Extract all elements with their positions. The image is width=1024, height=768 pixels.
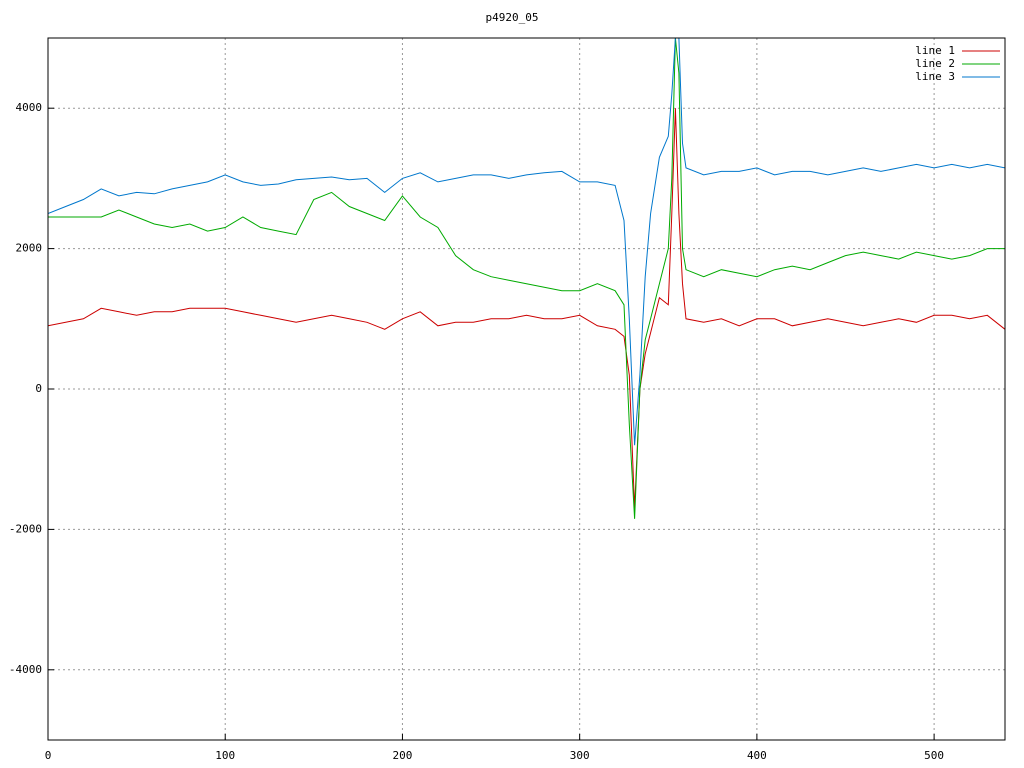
chart-title: p4920_05	[486, 11, 539, 24]
data-line	[48, 38, 1005, 446]
x-tick-label: 400	[747, 749, 767, 762]
x-tick-label: 200	[393, 749, 413, 762]
x-tick-label: 500	[924, 749, 944, 762]
y-tick-label: -2000	[9, 522, 42, 535]
y-tick-label: 4000	[16, 101, 43, 114]
y-tick-label: 2000	[16, 242, 43, 255]
x-tick-label: 0	[45, 749, 52, 762]
plot-border	[47, 37, 1006, 741]
legend-label: line 1	[915, 44, 955, 57]
y-tick-label: 0	[35, 382, 42, 395]
y-tick-label: -4000	[9, 663, 42, 676]
data-line	[48, 108, 1005, 509]
legend-label: line 3	[915, 70, 955, 83]
x-tick-label: 100	[215, 749, 235, 762]
data-line	[48, 38, 1005, 519]
legend-label: line 2	[915, 57, 955, 70]
x-tick-label: 300	[570, 749, 590, 762]
